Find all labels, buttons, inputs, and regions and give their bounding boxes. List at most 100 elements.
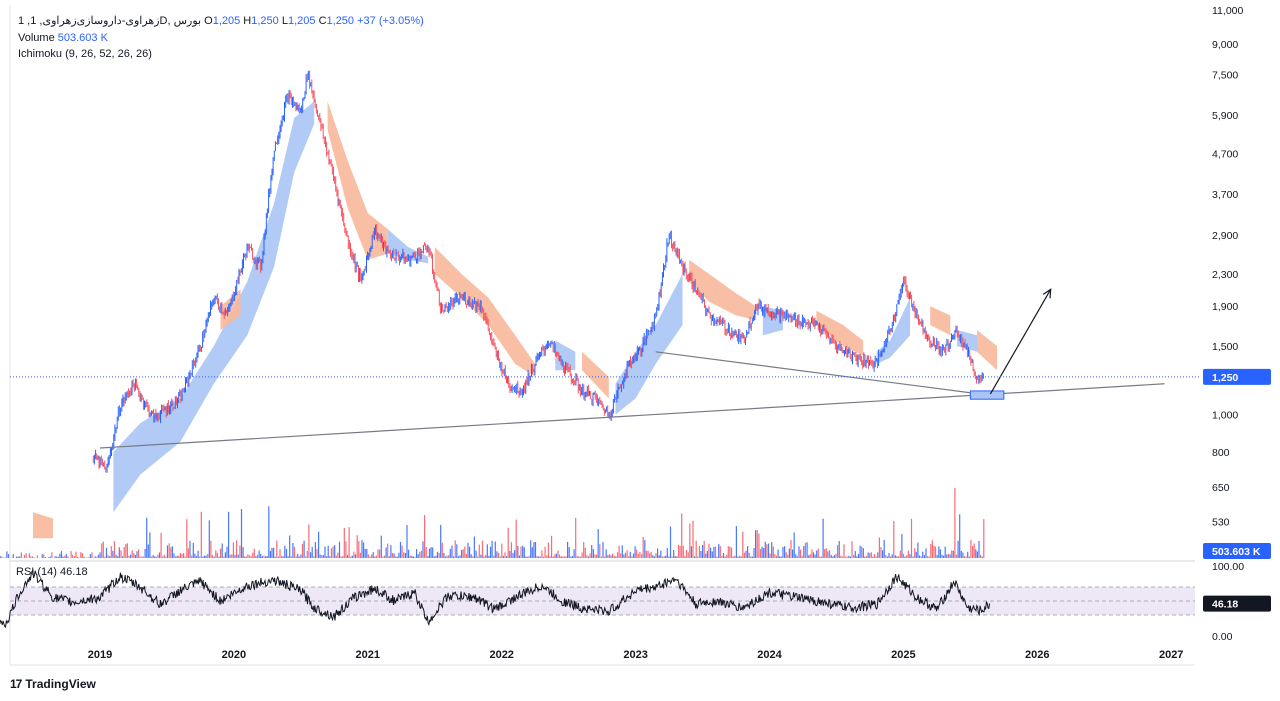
volume-bar-369 (559, 554, 561, 558)
volume-bar-626 (972, 545, 974, 558)
volume-bar-386 (586, 555, 588, 558)
volume-bar-575 (890, 556, 892, 558)
volume-bar-571 (883, 540, 885, 558)
volume-bar-610 (946, 554, 948, 558)
volume-legend[interactable]: Volume 503.603 K (18, 31, 108, 45)
volume-bar-468 (718, 543, 720, 558)
volume-bar-153 (211, 555, 214, 558)
volume-bar-92 (113, 541, 116, 558)
volume-bar-447 (684, 555, 686, 558)
volume-bar-623 (967, 551, 969, 558)
volume-bar-111 (144, 549, 146, 558)
symbol-title[interactable]: 1 ,زهراوی-داروسازی‌زهراوی, 1D, بورس (18, 15, 202, 27)
volume-bar-182 (258, 550, 260, 558)
volume-bar-105 (134, 555, 136, 558)
projection-arrow (989, 289, 1052, 395)
volume-bar-335 (504, 552, 506, 558)
volume-bar-365 (552, 556, 554, 558)
tradingview-brand[interactable]: 17 TradingView (10, 677, 96, 691)
volume-bar-621 (963, 556, 966, 558)
ichimoku-legend[interactable]: Ichimoku (9, 26, 52, 26, 26) (18, 47, 152, 61)
volume-bar-36 (23, 554, 26, 558)
volume-bar-67 (73, 556, 75, 558)
volume-bar-55 (54, 556, 56, 558)
volume-bar-613 (951, 550, 953, 558)
volume-bar-413 (629, 552, 631, 558)
volume-bar-420 (641, 554, 643, 558)
volume-bar-463 (710, 547, 712, 558)
ichimoku-cloud-bear-4 (434, 247, 536, 377)
volume-bar-238 (348, 527, 350, 558)
volume-bar-37 (25, 553, 27, 558)
volume-bar-246 (361, 540, 363, 558)
volume-bar-372 (563, 556, 565, 558)
ichimoku-cloud-bear-9 (977, 330, 998, 371)
volume-bar-414 (631, 556, 633, 558)
volume-bar-598 (927, 556, 929, 558)
volume-bar-353 (533, 542, 535, 558)
volume-bar-514 (792, 549, 794, 558)
volume-bar-41 (32, 556, 34, 558)
volume-bar-303 (453, 556, 455, 558)
volume-bar-536 (827, 551, 829, 558)
volume-bar-547 (845, 556, 847, 558)
volume-bar-146 (200, 511, 202, 558)
volume-bar-85 (102, 541, 104, 558)
volume-bar-295 (440, 524, 442, 558)
volume-bar-190 (271, 547, 273, 558)
volume-bar-551 (851, 541, 853, 558)
volume-bar-346 (522, 545, 524, 558)
volume-bar-71 (80, 552, 82, 558)
volume-bar-542 (837, 545, 839, 558)
volume-bar-628 (975, 549, 977, 558)
volume-bar-236 (345, 541, 347, 558)
volume-bar-411 (626, 550, 628, 558)
volume-bar-631 (980, 554, 982, 558)
volume-bar-555 (857, 553, 860, 558)
volume-bar-572 (885, 554, 887, 558)
ohlc-high-label: H (243, 15, 252, 27)
volume-bar-129 (173, 553, 175, 558)
volume-bar-540 (833, 555, 835, 558)
volume-bar-299 (446, 555, 448, 558)
volume-bar-173 (244, 556, 246, 558)
volume-bar-544 (840, 555, 842, 558)
volume-bar-466 (714, 546, 717, 558)
ohlc-open: 1,205 (212, 15, 241, 27)
volume-bar-475 (729, 546, 731, 558)
volume-bar-258 (380, 535, 382, 558)
trendline-1 (655, 351, 991, 396)
volume-bar-602 (933, 545, 935, 558)
rsi-legend[interactable]: RSI (14) 46.18 (16, 566, 88, 578)
volume-bar-149 (205, 555, 207, 558)
price-tick-label: 11,000 (1212, 5, 1243, 17)
volume-bar-421 (642, 537, 644, 558)
volume-bar-444 (679, 546, 681, 558)
rsi-badge-bg (1203, 595, 1271, 612)
volume-bar-403 (613, 555, 615, 558)
volume-bar-479 (735, 526, 737, 558)
volume-bar-474 (727, 546, 729, 558)
ohlc-close: 1,250 (326, 15, 355, 27)
price-tick-label: 5,900 (1212, 110, 1238, 122)
volume-bar-158 (220, 548, 222, 558)
volume-bar-522 (804, 542, 806, 558)
volume-bar-323 (485, 554, 487, 558)
volume-bar-161 (224, 552, 226, 558)
volume-bar-116 (152, 555, 154, 558)
volume-bar-143 (195, 556, 198, 558)
volume-bar-278 (412, 556, 414, 558)
volume-bar-277 (411, 555, 413, 558)
volume-bar-255 (375, 555, 377, 558)
volume-bar-427 (652, 555, 654, 558)
volume-bar-235 (343, 528, 345, 558)
volume-bar-168 (236, 540, 238, 558)
volume-bar-274 (406, 525, 408, 558)
volume-bar-219 (318, 531, 320, 558)
volume-bar-593 (918, 555, 921, 558)
volume-badge-bg (1203, 543, 1271, 559)
volume-bar-229 (334, 545, 336, 558)
volume-bar-406 (618, 545, 620, 558)
volume-bar-135 (183, 553, 185, 558)
